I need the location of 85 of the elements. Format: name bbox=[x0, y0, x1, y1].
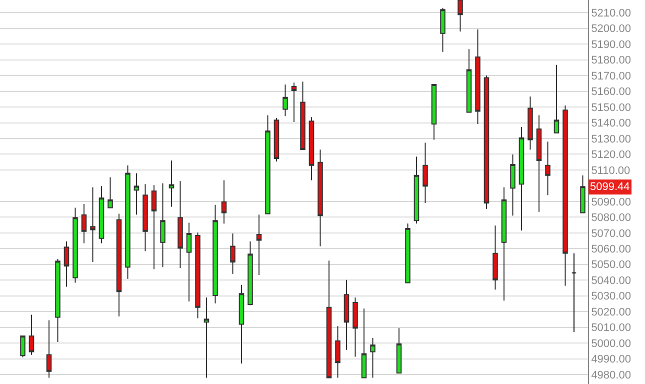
candlestick bbox=[64, 240, 70, 288]
y-tick-label: 5140.00 bbox=[591, 118, 631, 130]
candlestick bbox=[554, 64, 560, 134]
candlestick bbox=[108, 176, 113, 208]
y-tick-label: 5190.00 bbox=[591, 38, 631, 51]
y-tick-label: 5050.00 bbox=[591, 259, 631, 272]
candlestick bbox=[396, 328, 402, 374]
candlestick bbox=[265, 114, 270, 214]
candlestick bbox=[484, 75, 490, 210]
candlestick bbox=[291, 82, 297, 122]
candlestick bbox=[405, 222, 410, 284]
candlestick bbox=[134, 172, 140, 216]
candlestick bbox=[501, 186, 507, 302]
y-tick-label: 5010.00 bbox=[591, 322, 631, 334]
candlestick bbox=[580, 174, 586, 214]
candlestick bbox=[168, 160, 174, 208]
y-tick-label: 5040.00 bbox=[591, 274, 631, 287]
candlestick bbox=[545, 141, 550, 196]
y-tick-label: 5130.00 bbox=[591, 133, 631, 146]
candlestick bbox=[308, 116, 314, 181]
candlestick bbox=[492, 225, 498, 290]
candlestick bbox=[466, 48, 472, 113]
y-tick-label: 5200.00 bbox=[591, 23, 631, 36]
candlestick bbox=[518, 126, 524, 232]
candlestick bbox=[160, 182, 166, 268]
candlestick bbox=[248, 240, 253, 306]
y-tick-label: 5080.00 bbox=[591, 212, 631, 224]
candlestick bbox=[142, 184, 148, 252]
candlestick bbox=[370, 338, 376, 378]
candlestick bbox=[361, 308, 367, 378]
candlestick bbox=[440, 7, 446, 52]
candlestick bbox=[72, 207, 78, 284]
y-tick-label: 5060.00 bbox=[591, 244, 631, 256]
candlestick bbox=[195, 232, 200, 319]
candlestick bbox=[98, 186, 104, 244]
annotation: 5099.44 bbox=[590, 181, 630, 193]
y-tick-label: 5150.00 bbox=[591, 102, 631, 114]
candlestick bbox=[151, 184, 157, 270]
y-tick-label: 5120.00 bbox=[591, 149, 631, 162]
candlestick bbox=[344, 279, 350, 350]
y-tick-label: 5090.00 bbox=[591, 196, 631, 208]
candlestick bbox=[458, 0, 463, 32]
candlestick bbox=[282, 84, 288, 117]
y-tick-label: 5210.00 bbox=[591, 7, 631, 20]
candlestick bbox=[90, 186, 96, 263]
candlestick bbox=[562, 104, 568, 286]
y-tick-label: 5160.00 bbox=[591, 86, 631, 98]
candlestick bbox=[81, 203, 87, 244]
candlestick bbox=[335, 326, 340, 378]
y-tick-label: 5170.00 bbox=[591, 70, 631, 82]
candlestick bbox=[230, 233, 236, 274]
candlestick bbox=[55, 258, 60, 342]
candlestick bbox=[536, 114, 542, 212]
y-tick-label: 5180.00 bbox=[591, 54, 631, 67]
candlestick bbox=[28, 314, 34, 356]
candlestick bbox=[431, 84, 437, 140]
candlestick bbox=[414, 156, 420, 224]
candlestick bbox=[352, 296, 358, 358]
candlestick bbox=[204, 296, 210, 378]
candlestick bbox=[178, 180, 183, 269]
candlestick bbox=[571, 252, 577, 333]
candlestick bbox=[318, 149, 323, 247]
y-tick-label: 4990.00 bbox=[591, 354, 631, 366]
candlestick bbox=[116, 213, 122, 317]
candlestick bbox=[20, 336, 26, 358]
y-tick-label: 5000.00 bbox=[591, 338, 631, 350]
candlestick bbox=[186, 222, 192, 302]
candlestick bbox=[274, 118, 280, 162]
candlestick bbox=[422, 142, 428, 204]
y-tick-label: 5020.00 bbox=[591, 306, 631, 318]
y-tick-label: 5110.00 bbox=[591, 164, 630, 177]
y-tick-label: 5030.00 bbox=[591, 290, 631, 303]
candlestick bbox=[475, 28, 480, 125]
candlestick bbox=[212, 204, 218, 304]
y-tick-label: 5070.00 bbox=[591, 228, 631, 240]
candlestick bbox=[46, 320, 52, 378]
candlestick bbox=[221, 180, 227, 224]
candlestick bbox=[256, 214, 262, 276]
candlestick bbox=[528, 96, 533, 150]
y-tick-label: 4980.00 bbox=[591, 369, 631, 382]
candlestick bbox=[326, 260, 332, 378]
candlestick bbox=[510, 154, 516, 216]
candlestick bbox=[238, 284, 244, 364]
candlestick bbox=[300, 81, 306, 150]
candlestick bbox=[125, 164, 130, 280]
